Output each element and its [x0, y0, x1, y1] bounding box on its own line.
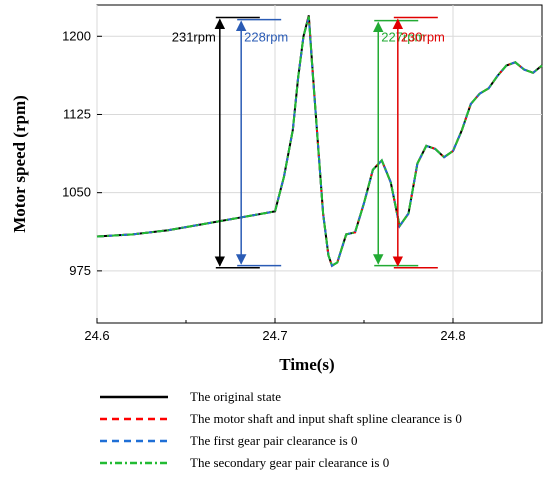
annotation-label: 228rpm [244, 29, 288, 44]
x-tick-label: 24.8 [440, 328, 465, 343]
legend: The original state The motor shaft and in… [100, 389, 462, 470]
annotation-label: 231rpm [172, 29, 216, 44]
y-tick-label: 1125 [63, 106, 91, 121]
y-axis: 975 1050 1125 1200 [62, 28, 102, 278]
annotation-label: 227rpm [381, 29, 425, 44]
x-axis-title: Time(s) [279, 355, 334, 374]
x-tick-label: 24.7 [262, 328, 287, 343]
legend-label: The motor shaft and input shaft spline c… [190, 411, 462, 426]
y-axis-title: Motor speed (rpm) [10, 95, 29, 233]
series-lines [96, 15, 543, 268]
grid [96, 5, 542, 323]
legend-label: The secondary gear pair clearance is 0 [190, 455, 389, 470]
x-tick-label: 24.6 [84, 328, 109, 343]
annotation-label: 230rpm [401, 29, 445, 44]
y-tick-label: 1050 [62, 185, 91, 200]
legend-label: The original state [190, 389, 281, 404]
y-tick-label: 1200 [62, 28, 91, 43]
legend-label: The first gear pair clearance is 0 [190, 433, 357, 448]
x-axis: 24.6 24.7 24.8 [84, 318, 543, 343]
series-line-4 [96, 16, 543, 268]
y-tick-label: 975 [69, 263, 91, 278]
